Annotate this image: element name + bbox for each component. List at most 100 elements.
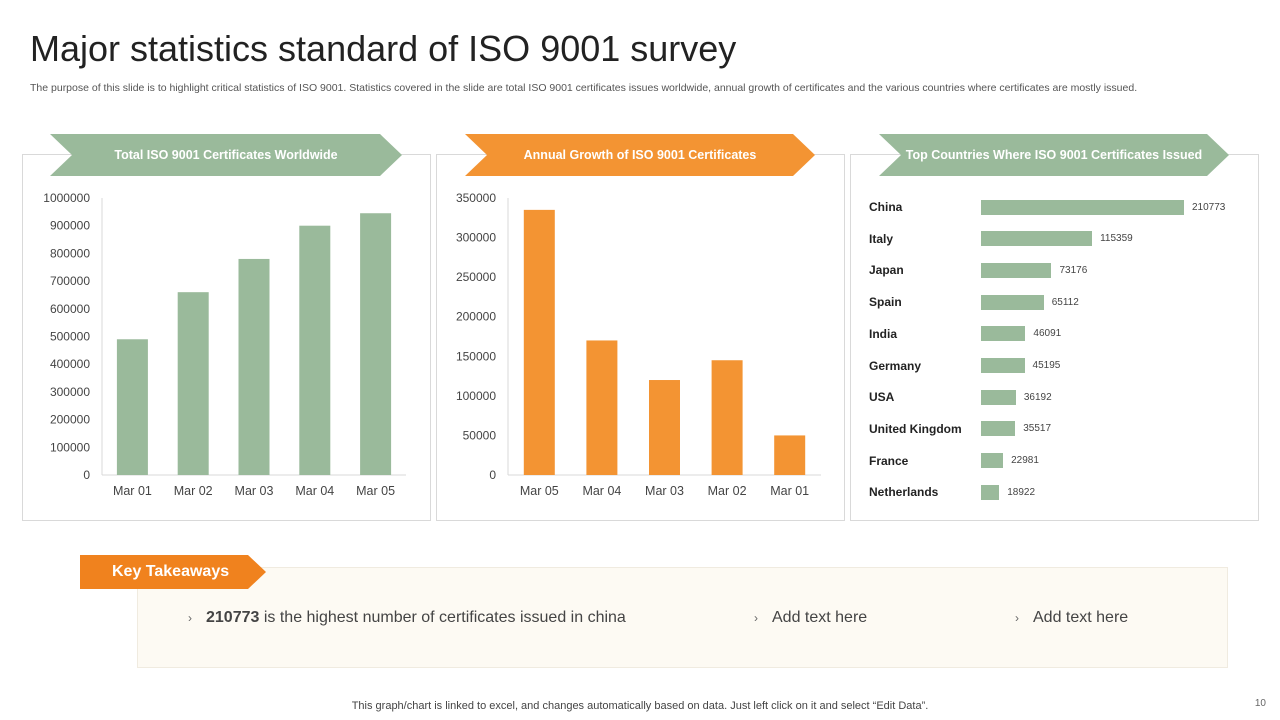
bar[interactable] [711, 360, 743, 475]
country-row: Italy 115359 [850, 229, 1250, 249]
y-tick-label: 150000 [456, 349, 496, 363]
bar[interactable] [523, 209, 555, 475]
bar[interactable] [177, 292, 209, 475]
country-row: United Kingdom 35517 [850, 419, 1250, 439]
country-label: United Kingdom [869, 421, 962, 436]
page-description: The purpose of this slide is to highligh… [30, 82, 1138, 94]
data-label: 35517 [1023, 423, 1052, 435]
bar[interactable] [981, 421, 1016, 437]
chevron-right-icon: › [1015, 611, 1019, 625]
bar[interactable] [981, 389, 1016, 405]
bar[interactable] [981, 453, 1004, 469]
country-label: France [869, 453, 909, 468]
bar[interactable] [981, 262, 1052, 278]
country-row: France 22981 [850, 451, 1250, 471]
y-tick-label: 200000 [50, 413, 90, 427]
country-label: Germany [869, 358, 922, 373]
takeaway-item-1: › 210773 is the highest number of certif… [188, 609, 626, 627]
x-tick-label: Mar 05 [356, 484, 395, 498]
country-row: Netherlands 18922 [850, 482, 1250, 502]
takeaway-item-3: › Add text here [1015, 609, 1128, 627]
x-tick-label: Mar 02 [174, 484, 213, 498]
y-tick-label: 300000 [50, 385, 90, 399]
data-label: 18922 [1007, 486, 1036, 498]
y-tick-label: 250000 [456, 270, 496, 284]
y-tick-label: 350000 [456, 191, 496, 205]
x-tick-label: Mar 05 [520, 484, 559, 498]
bar[interactable] [981, 326, 1026, 342]
bar[interactable] [116, 339, 148, 475]
y-tick-label: 0 [489, 468, 496, 482]
y-tick-label: 700000 [50, 274, 90, 288]
panel-top-countries[interactable] [850, 154, 1259, 521]
country-label: USA [869, 390, 895, 405]
data-label: 73176 [1059, 264, 1088, 276]
x-tick-label: Mar 02 [708, 484, 747, 498]
country-label: Italy [869, 231, 894, 246]
country-label: India [869, 326, 898, 341]
country-row: Germany 45195 [850, 356, 1250, 376]
data-label: 36192 [1023, 391, 1052, 403]
y-tick-label: 800000 [50, 246, 90, 260]
chart-total-certificates[interactable]: 0 100000 200000 300000 400000 500000 600000 700… [22, 185, 431, 505]
bar[interactable] [586, 340, 618, 475]
y-tick-label: 100000 [50, 440, 90, 454]
key-takeaways-box [137, 567, 1228, 668]
chevron-right-icon: › [188, 611, 192, 625]
takeaway-text: Add text here [1033, 609, 1129, 626]
x-tick-label: Mar 03 [645, 484, 684, 498]
country-label: Japan [869, 263, 904, 278]
y-tick-label: 600000 [50, 302, 90, 316]
bar[interactable] [299, 225, 331, 475]
y-tick-label: 500000 [50, 330, 90, 344]
x-tick-label: Mar 04 [295, 484, 334, 498]
footer-note: This graph/chart is linked to excel, and… [351, 700, 929, 712]
takeaway-item-2: › Add text here [754, 609, 867, 627]
country-label: China [869, 200, 903, 214]
bar[interactable] [981, 294, 1044, 310]
bar[interactable] [981, 358, 1025, 373]
chart-annual-growth[interactable]: 0 50000 100000 150000 200000 250000 300000 3500… [436, 185, 845, 505]
x-tick-label: Mar 01 [770, 484, 809, 498]
y-tick-label: 300000 [456, 231, 496, 245]
key-takeaways-label: Key Takeaways [80, 555, 266, 589]
page-number: 10 [1254, 698, 1266, 709]
bar[interactable] [774, 435, 806, 475]
x-tick-label: Mar 03 [235, 484, 274, 498]
data-label: 115359 [1100, 233, 1133, 245]
country-row: Spain 65112 [850, 292, 1250, 312]
bar[interactable] [981, 484, 1000, 500]
takeaway-text: Add text here [772, 609, 868, 626]
bar[interactable] [649, 380, 680, 475]
y-tick-label: 100000 [456, 389, 496, 403]
country-label: Netherlands [869, 485, 939, 500]
bar[interactable] [238, 258, 270, 475]
y-tick-label: 50000 [463, 428, 497, 442]
y-tick-label: 400000 [50, 357, 90, 371]
country-row: USA 36192 [850, 387, 1250, 407]
bar[interactable] [981, 199, 1184, 215]
x-tick-label: Mar 01 [113, 484, 152, 498]
banner-annual-growth: Annual Growth of ISO 9001 Certificates [465, 134, 815, 176]
country-row: China 210773 [850, 197, 1250, 217]
takeaway-highlight: 210773 [206, 609, 260, 626]
country-label: Spain [869, 295, 902, 310]
y-tick-label: 900000 [50, 219, 90, 233]
data-label: 22981 [1011, 455, 1039, 467]
page-title: Major statistics standard of ISO 9001 su… [30, 28, 737, 69]
data-label: 45195 [1032, 360, 1061, 371]
takeaway-text: is the highest number of certificates is… [263, 609, 626, 626]
x-tick-label: Mar 04 [582, 484, 621, 498]
banner-total-certificates: Total ISO 9001 Certificates Worldwide [50, 134, 402, 176]
country-row: India 46091 [850, 324, 1250, 344]
y-tick-label: 1000000 [43, 191, 90, 205]
data-label: 210773 [1192, 201, 1226, 213]
bar[interactable] [360, 213, 392, 476]
bar[interactable] [981, 231, 1093, 247]
banner-top-countries: Top Countries Where ISO 9001 Certificate… [879, 134, 1229, 176]
data-label: 65112 [1051, 296, 1079, 308]
y-tick-label: 0 [83, 468, 90, 482]
chevron-right-icon: › [754, 611, 758, 625]
data-label: 46091 [1033, 328, 1062, 340]
country-row: Japan 73176 [850, 260, 1250, 280]
